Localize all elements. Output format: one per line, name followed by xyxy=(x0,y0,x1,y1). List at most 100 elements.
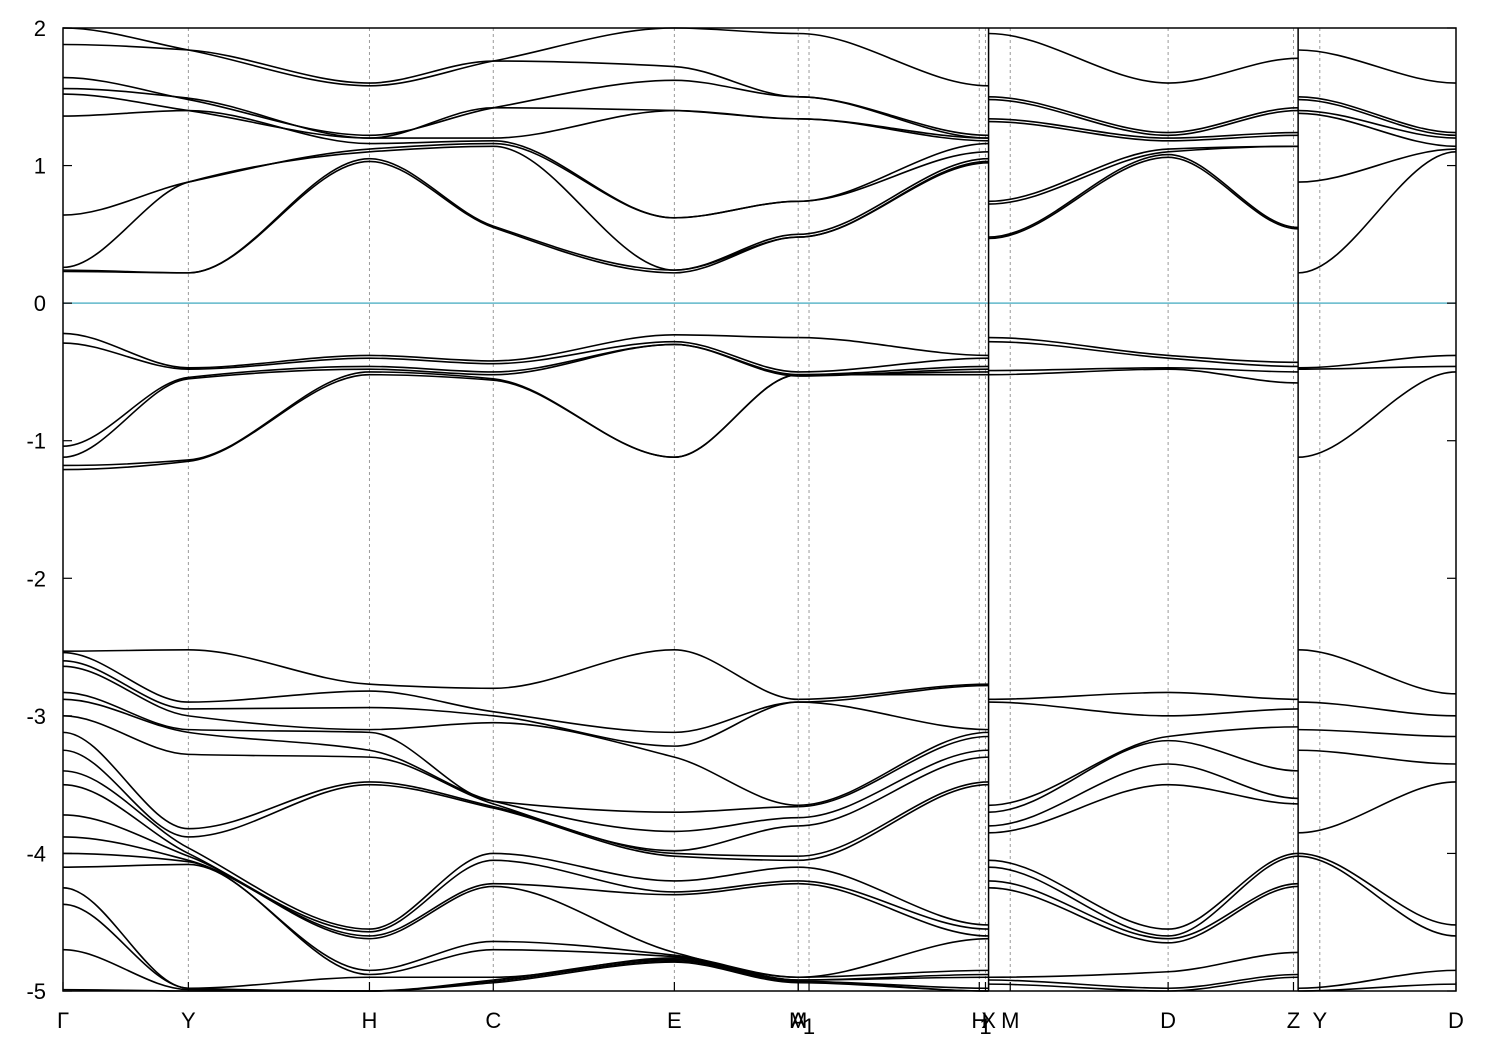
band-line xyxy=(988,951,1299,979)
band-line xyxy=(798,976,989,981)
band-line xyxy=(798,981,989,992)
band-line xyxy=(1298,781,1457,834)
band-line xyxy=(798,151,989,203)
band-line xyxy=(988,726,1299,807)
band-line xyxy=(988,739,1299,813)
band-line xyxy=(62,160,799,274)
x-tick-label: D xyxy=(1160,1008,1176,1033)
band-line xyxy=(988,880,1299,940)
band-line xyxy=(62,27,799,87)
band-line xyxy=(1298,701,1457,717)
band-line xyxy=(62,343,799,448)
x-tick-label: Γ xyxy=(57,1008,69,1033)
band-line xyxy=(798,731,989,807)
band-line xyxy=(798,357,989,373)
band-line xyxy=(1298,855,1457,937)
x-tick-label: H xyxy=(971,1008,987,1033)
band-line xyxy=(62,76,799,137)
band-line xyxy=(62,783,799,933)
plot-frame xyxy=(62,27,1457,992)
grid-lines xyxy=(187,28,1321,991)
y-tick-label: -2 xyxy=(26,566,46,591)
band-line xyxy=(62,698,799,833)
band-line xyxy=(62,731,799,857)
band-line xyxy=(798,162,989,238)
band-line xyxy=(62,852,799,979)
band-line xyxy=(62,749,799,862)
band-line xyxy=(798,880,989,930)
band-line xyxy=(62,691,799,813)
x-tick-label: D xyxy=(1448,1008,1464,1033)
band-lines xyxy=(62,27,1457,992)
band-line xyxy=(62,660,799,747)
band-line xyxy=(62,770,799,930)
band-line xyxy=(62,43,799,98)
band-line xyxy=(62,343,799,459)
band-line xyxy=(988,145,1299,203)
y-tick-label: 0 xyxy=(34,291,46,316)
band-line xyxy=(988,32,1299,84)
band-line xyxy=(988,98,1299,137)
band-line xyxy=(62,93,799,139)
band-line xyxy=(988,852,1299,930)
x-tick-label: M xyxy=(1001,1008,1019,1033)
band-line xyxy=(1298,112,1457,148)
band-line xyxy=(798,683,989,701)
band-line xyxy=(1298,649,1457,695)
band-line xyxy=(798,336,989,357)
y-axis-ticks: 2 1 0 -1 -2 -3 -4 -5 xyxy=(26,16,1456,1004)
band-line xyxy=(62,142,799,219)
band-line xyxy=(798,157,989,236)
x-tick-label: C xyxy=(485,1008,501,1033)
band-line xyxy=(62,814,799,937)
band-line xyxy=(798,142,989,203)
band-line xyxy=(988,701,1299,717)
band-line xyxy=(1298,371,1457,459)
band-line xyxy=(988,885,1299,944)
segment-breaks xyxy=(987,28,1299,991)
band-line xyxy=(798,969,989,979)
band-line xyxy=(798,117,989,142)
band-line xyxy=(62,157,799,274)
band-line xyxy=(988,120,1299,142)
band-line xyxy=(988,156,1299,240)
band-line xyxy=(798,701,989,731)
band-line xyxy=(1298,151,1457,274)
band-line xyxy=(988,145,1299,205)
band-line xyxy=(62,649,799,701)
band-line xyxy=(798,783,989,862)
band-line xyxy=(1298,109,1457,139)
x-tick-label: Y xyxy=(181,1008,196,1033)
band-line xyxy=(1298,95,1457,134)
band-line xyxy=(1298,365,1457,370)
band-line xyxy=(798,781,989,857)
y-tick-label: -5 xyxy=(26,979,46,1004)
band-line xyxy=(988,336,1299,364)
band-line xyxy=(798,866,989,926)
band-line xyxy=(1298,749,1457,765)
band-line xyxy=(988,95,1299,134)
band-line xyxy=(62,87,799,139)
x-tick-label: Z xyxy=(1287,1008,1300,1033)
y-tick-label: -1 xyxy=(26,429,46,454)
band-line xyxy=(988,783,1299,834)
band-line xyxy=(62,340,799,373)
band-line xyxy=(62,863,799,981)
x-tick-label: 1 xyxy=(803,1014,815,1039)
band-line xyxy=(988,763,1299,827)
band-line xyxy=(988,855,1299,937)
band-line xyxy=(62,665,799,807)
band-line xyxy=(1298,148,1457,183)
band-line xyxy=(62,651,799,734)
x-tick-label: M xyxy=(789,1008,807,1033)
x-tick-label: A xyxy=(791,1008,806,1033)
band-line xyxy=(798,749,989,819)
band-line xyxy=(798,756,989,827)
band-line xyxy=(988,368,1299,384)
y-tick-label: -4 xyxy=(26,841,46,866)
band-line xyxy=(988,367,1299,373)
band-line xyxy=(798,32,989,87)
band-line xyxy=(1298,852,1457,926)
y-tick-label: 1 xyxy=(34,154,46,179)
